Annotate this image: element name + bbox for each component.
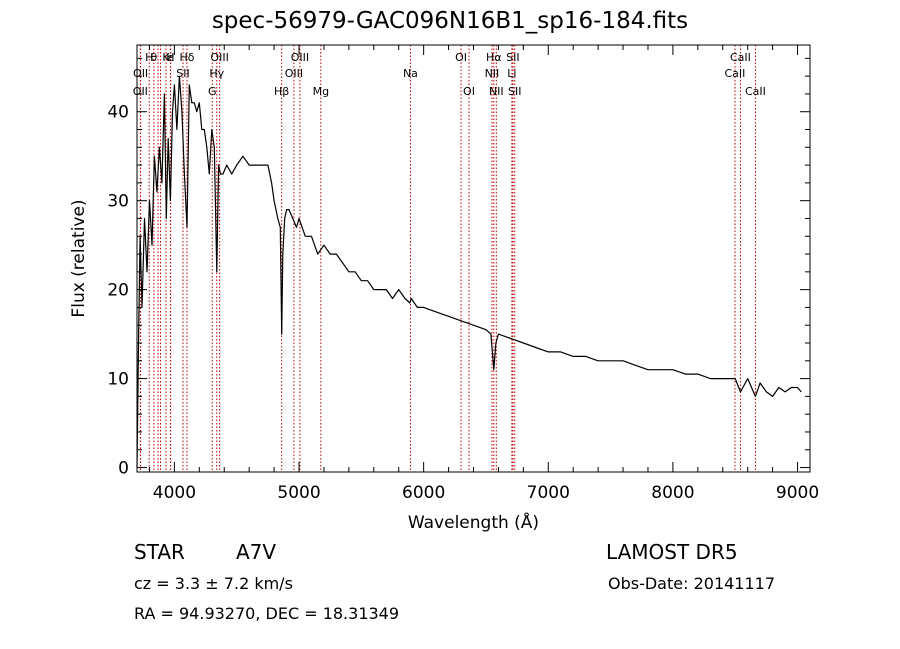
x-tick-label: 7000 (527, 483, 570, 503)
spectral-line-label: H (166, 51, 174, 64)
spectral-line-label: OI (455, 51, 467, 64)
spectral-line-label: θ (150, 51, 157, 64)
spectral-line-label: CaII (725, 67, 746, 80)
spectral-line-label: SII (508, 85, 521, 98)
y-tick-label: 30 (107, 192, 129, 212)
axis-ticks: 4000 5000 6000 7000 8000 9000 0 10 20 30 40 (107, 45, 819, 503)
spectral-line-label: G (208, 85, 217, 98)
y-tick-label: 40 (107, 103, 129, 123)
spectral-line-label: OIII (291, 51, 309, 64)
spectral-line-label: Na (403, 67, 418, 80)
spectral-line-label: Hγ (209, 67, 224, 80)
plot-frame (136, 44, 811, 473)
coordinates: RA = 94.93270, DEC = 18.31349 (134, 604, 400, 623)
chart-title: spec-56979-GAC096N16B1_sp16-184.fits (211, 8, 689, 34)
spectral-line-label: CaII (745, 85, 766, 98)
spectral-line-label: Mg (313, 85, 329, 98)
observation-date: Obs-Date: 20141117 (608, 574, 776, 593)
spectral-line-label: Hδ (179, 51, 194, 64)
y-tick-label: 20 (107, 281, 129, 301)
spectral-line-label: OIII (285, 67, 303, 80)
spectrum-line (136, 75, 802, 468)
x-tick-label: 9000 (776, 483, 819, 503)
x-tick-label: 5000 (277, 483, 320, 503)
y-tick-label: 0 (118, 459, 129, 479)
y-tick-label: 10 (107, 370, 129, 390)
spectral-line-label: OI (463, 85, 475, 98)
redshift-cz: cz = 3.3 ± 7.2 km/s (134, 574, 293, 593)
object-type: STAR (134, 540, 185, 564)
spectral-line-label: Hβ (274, 85, 289, 98)
spectral-line-label: OII (133, 85, 148, 98)
spectral-line-label: NII (489, 85, 504, 98)
spectral-line-label: OII (133, 67, 148, 80)
spectral-line-label: H (145, 51, 153, 64)
spectral-line-label: SII (176, 67, 189, 80)
spectral-lines (139, 45, 756, 472)
survey-name: LAMOST DR5 (606, 540, 738, 564)
spectral-line-label: CaII (730, 51, 751, 64)
spectral-line-label: OIII (210, 51, 228, 64)
x-tick-label: 8000 (651, 483, 694, 503)
spectral-line-label: Hα (486, 51, 502, 64)
spectral-line-label: SII (506, 51, 519, 64)
object-subclass: A7V (236, 540, 277, 564)
spectrum-series (136, 75, 802, 468)
spectral-line-label: NII (485, 67, 500, 80)
y-axis-label: Flux (relative) (69, 199, 89, 317)
x-tick-label: 4000 (153, 483, 196, 503)
x-tick-label: 6000 (402, 483, 445, 503)
spectral-line-label: Li (507, 67, 516, 80)
spectral-line-label: ε (168, 51, 174, 64)
x-axis-label: Wavelength (Å) (408, 511, 539, 533)
spectral-line-label: K (162, 51, 170, 64)
